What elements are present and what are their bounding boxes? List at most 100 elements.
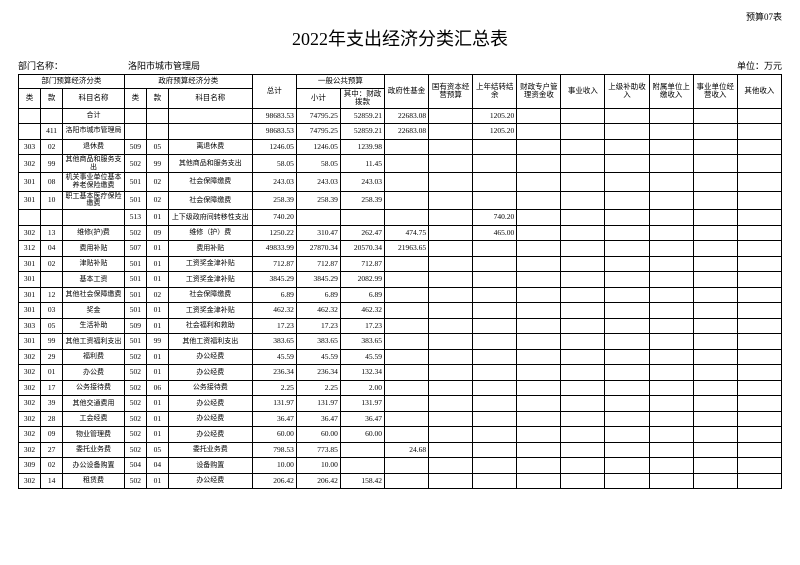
table-cell: 生活补助 [63,318,125,334]
table-cell: 2.00 [340,380,384,396]
hdr-prevbal: 上年结转结余 [473,75,517,109]
table-row: 411洛阳市城市管理局98683.5374795.2552859.2122683… [19,124,782,140]
table-cell [517,380,561,396]
table-row: 30902办公设备购置50404设备购置10.0010.00 [19,458,782,474]
table-cell [693,427,737,443]
table-cell [517,349,561,365]
table-cell [737,334,781,350]
table-cell: 501 [124,272,146,288]
table-cell: 502 [124,365,146,381]
table-cell: 01 [146,318,168,334]
table-cell [561,365,605,381]
table-cell: 740.20 [252,210,296,226]
table-cell [19,108,41,124]
table-cell: 52859.21 [340,124,384,140]
table-cell: 11.45 [340,155,384,173]
table-row: 30229福利费50201办公经费45.5945.5945.59 [19,349,782,365]
table-cell: 302 [19,225,41,241]
table-cell: 474.75 [385,225,429,241]
table-cell [737,442,781,458]
table-cell: 513 [124,210,146,226]
table-cell: 712.87 [340,256,384,272]
table-cell: 99 [146,334,168,350]
table-row: 301基本工资50101工资奖金津补贴3845.293845.292082.99 [19,272,782,288]
table-cell [561,473,605,489]
table-cell [473,458,517,474]
table-cell: 301 [19,287,41,303]
table-cell: 1246.05 [252,139,296,155]
table-cell: 98683.53 [252,124,296,140]
table-cell: 206.42 [296,473,340,489]
table-cell [473,349,517,365]
hdr-other: 其他收入 [737,75,781,109]
table-cell [561,225,605,241]
table-row: 30239其他交通费用50201办公经费131.97131.97131.97 [19,396,782,412]
table-row: 30302退休费50905离退休费1246.051246.051239.98 [19,139,782,155]
table-cell [561,411,605,427]
table-cell [340,210,384,226]
table-cell: 社会保障缴费 [168,173,252,191]
table-cell: 17.23 [340,318,384,334]
table-cell [340,442,384,458]
table-cell: 05 [146,139,168,155]
table-cell [517,473,561,489]
table-cell [429,334,473,350]
table-cell [693,318,737,334]
table-cell: 工会经费 [63,411,125,427]
table-cell: 02 [146,173,168,191]
table-cell [517,191,561,209]
table-cell [737,155,781,173]
table-cell [737,124,781,140]
table-cell [649,210,693,226]
table-cell: 其他工资福利支出 [168,334,252,350]
table-cell [561,124,605,140]
table-cell [517,155,561,173]
table-cell: 费用补贴 [168,241,252,257]
table-cell: 49833.99 [252,241,296,257]
table-cell [605,349,649,365]
table-cell: 383.65 [296,334,340,350]
table-cell [737,108,781,124]
table-cell: 02 [41,256,63,272]
table-cell [605,210,649,226]
table-cell: 办公设备购置 [63,458,125,474]
table-cell: 301 [19,173,41,191]
table-cell [693,124,737,140]
table-cell: 奖金 [63,303,125,319]
table-cell: 502 [124,155,146,173]
table-cell [473,191,517,209]
table-cell: 04 [146,458,168,474]
table-cell: 58.05 [296,155,340,173]
table-cell [385,191,429,209]
table-cell: 29 [41,349,63,365]
table-cell [429,287,473,303]
table-cell: 158.42 [340,473,384,489]
table-cell [561,334,605,350]
table-cell: 131.97 [252,396,296,412]
table-cell [517,139,561,155]
table-cell [517,124,561,140]
table-cell [517,334,561,350]
table-cell: 01 [146,256,168,272]
table-row: 30213维修(护)费50209维修（护）费1250.22310.47262.4… [19,225,782,241]
table-cell: 74795.25 [296,108,340,124]
table-cell: 206.42 [252,473,296,489]
table-cell [737,210,781,226]
meta-row: 部门名称： 洛阳市城市管理局 单位：万元 [18,59,782,72]
table-cell: 6.89 [340,287,384,303]
table-cell: 302 [19,396,41,412]
table-row: 30103奖金50101工资奖金津补贴462.32462.32462.32 [19,303,782,319]
table-cell [605,241,649,257]
table-cell [605,380,649,396]
hdr-pub: 一般公共预算 [296,75,384,89]
table-cell: 3845.29 [296,272,340,288]
table-cell: 01 [146,365,168,381]
table-cell: 45.59 [252,349,296,365]
table-cell: 退休费 [63,139,125,155]
table-cell: 99 [146,155,168,173]
table-cell [517,303,561,319]
table-cell [605,365,649,381]
table-cell [517,365,561,381]
table-cell [561,396,605,412]
table-cell: 02 [146,287,168,303]
